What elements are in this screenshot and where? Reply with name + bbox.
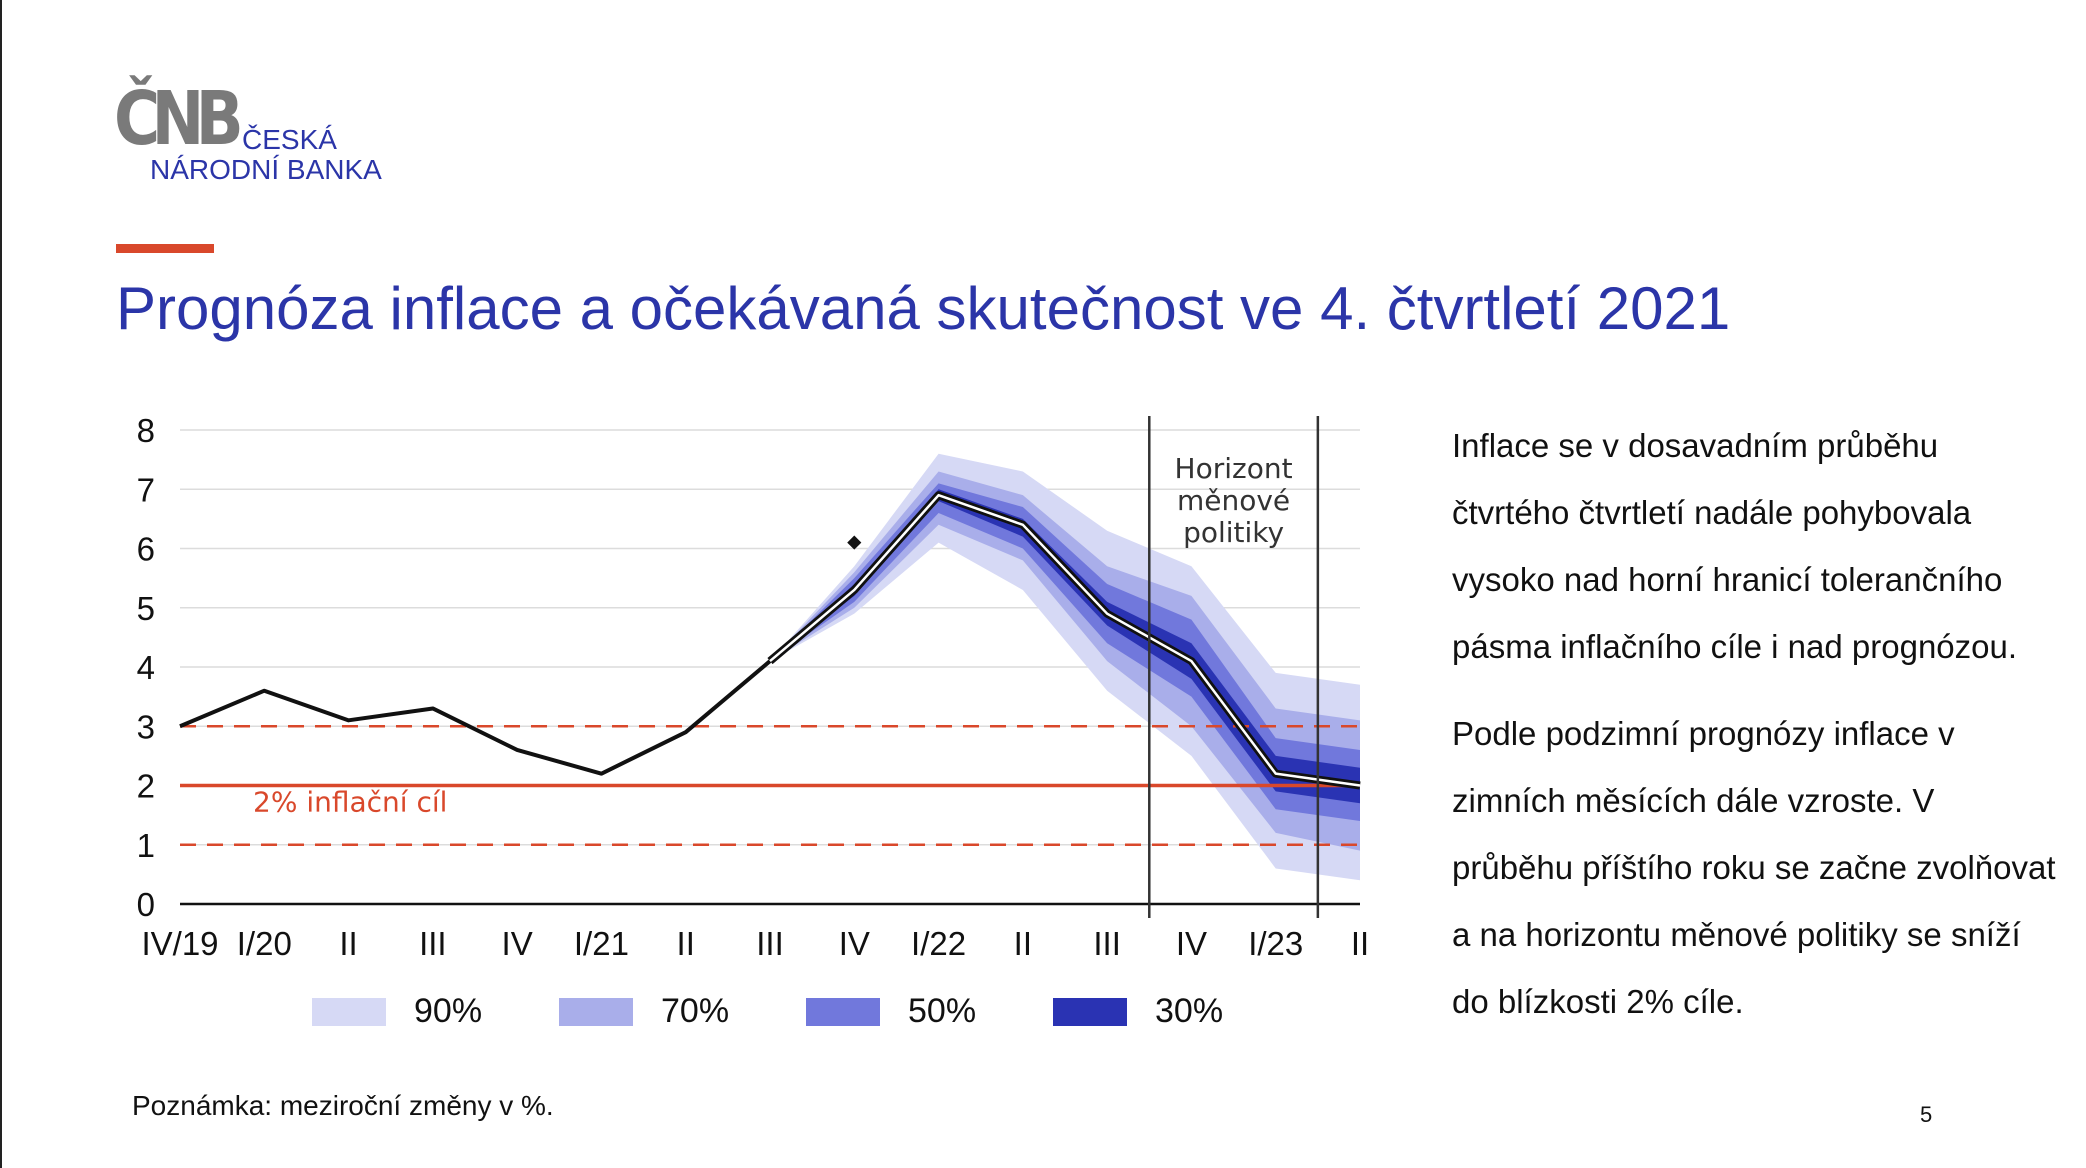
x-tick-label: III bbox=[756, 925, 784, 962]
fan-bands bbox=[770, 453, 1360, 881]
policy-horizon-label: měnové bbox=[1177, 484, 1290, 517]
logo-name-line1: ČESKÁ bbox=[242, 124, 337, 155]
x-tick-label: IV/19 bbox=[141, 925, 218, 962]
legend-label-70: 70% bbox=[661, 992, 730, 1030]
reference-lines: 2% inflační cíl bbox=[180, 725, 1360, 846]
legend-label-50: 50% bbox=[908, 992, 977, 1030]
x-tick-label: I/21 bbox=[574, 925, 629, 962]
expected-actual-marker bbox=[847, 535, 862, 550]
x-tick-label: II bbox=[339, 925, 357, 962]
page-number: 5 bbox=[1920, 1102, 1933, 1127]
fan-band-90 bbox=[770, 453, 1360, 881]
x-tick-label: IV bbox=[1176, 925, 1207, 962]
slide-title: Prognóza inflace a očekávaná skutečnost … bbox=[116, 275, 1731, 342]
fan-band-30 bbox=[770, 489, 1360, 804]
y-tick-label: 8 bbox=[137, 412, 155, 449]
y-tick-label: 1 bbox=[137, 827, 155, 864]
legend-swatch-30 bbox=[1053, 998, 1127, 1026]
y-tick-label: 0 bbox=[137, 886, 155, 923]
x-tick-label: II bbox=[1014, 925, 1032, 962]
inflation-line-history bbox=[179, 659, 772, 776]
inflation-line-forecast bbox=[769, 493, 1361, 787]
y-tick-label: 3 bbox=[137, 708, 155, 745]
inflation-series bbox=[179, 491, 1361, 790]
legend-swatch-50 bbox=[806, 998, 880, 1026]
policy-horizon-label: politiky bbox=[1183, 516, 1284, 549]
commentary-paragraph-1: Inflace se v dosavadním průběhu čtvrtého… bbox=[1452, 427, 2018, 665]
x-tick-label: I/22 bbox=[911, 925, 966, 962]
y-tick-label: 4 bbox=[137, 649, 155, 686]
x-tick-label: II bbox=[1351, 925, 1369, 962]
x-tick-label: II bbox=[677, 925, 695, 962]
x-tick-label: IV bbox=[839, 925, 870, 962]
policy-horizon-label: Horizont bbox=[1175, 452, 1293, 485]
legend-swatch-70 bbox=[559, 998, 633, 1026]
y-tick-label: 7 bbox=[137, 471, 155, 508]
legend-label-90: 90% bbox=[414, 992, 483, 1030]
x-tick-label: III bbox=[419, 925, 447, 962]
legend-label-30: 30% bbox=[1155, 992, 1224, 1030]
x-tick-label: I/23 bbox=[1248, 925, 1303, 962]
y-tick-label: 6 bbox=[137, 531, 155, 568]
x-tick-label: III bbox=[1093, 925, 1121, 962]
logo-name-line2: NÁRODNÍ BANKA bbox=[150, 154, 382, 185]
title-accent-bar bbox=[116, 244, 214, 253]
chart-note: Poznámka: meziroční změny v %. bbox=[132, 1090, 554, 1121]
inflation-target-label: 2% inflační cíl bbox=[253, 786, 447, 819]
slide-left-border bbox=[0, 0, 2, 1168]
cnb-logo: ČNB ČESKÁ NÁRODNÍ BANKA bbox=[114, 82, 394, 192]
commentary-paragraph-2: Podle podzimní prognózy inflace v zimníc… bbox=[1452, 715, 2056, 1020]
legend-swatch-90 bbox=[312, 998, 386, 1026]
commentary-text: Inflace se v dosavadním průběhu čtvrtého… bbox=[1452, 412, 2062, 1035]
y-tick-label: 2 bbox=[137, 768, 155, 805]
x-tick-label: I/20 bbox=[237, 925, 292, 962]
logo-mark: ČNB bbox=[114, 76, 244, 162]
x-tick-label: IV bbox=[502, 925, 533, 962]
y-tick-label: 5 bbox=[137, 590, 155, 627]
